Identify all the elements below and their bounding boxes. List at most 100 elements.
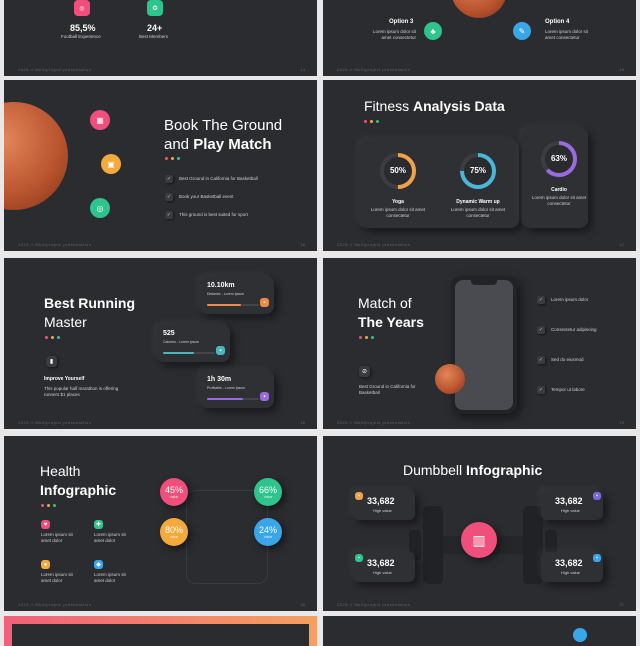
title-bold: The Years	[358, 314, 424, 330]
option-desc: Lorem ipsum dolor sit amet consectetur	[372, 29, 416, 40]
ticket-icon: ▣	[101, 154, 121, 174]
value-bubble: 24% Value	[254, 518, 282, 546]
bubble-value: 80%	[164, 525, 183, 535]
slide-title: Match of The Years	[358, 294, 424, 332]
slide-title: Fitness Analysis Data	[364, 98, 505, 114]
gym-icon: ▥	[461, 522, 497, 558]
phone-notch	[471, 280, 497, 285]
stat-label: High value	[373, 570, 392, 575]
stat-icon: ▪	[593, 492, 601, 500]
ring-label: Dynamic Warm up	[456, 199, 500, 205]
check-icon: ✓	[537, 356, 545, 364]
accent-dots	[45, 336, 60, 339]
heart-icon: ♥	[41, 520, 50, 529]
ball-icon: ◎	[90, 198, 110, 218]
ban-icon: ⊘	[359, 366, 370, 377]
stat-value: 33,682	[555, 496, 583, 506]
stat-value: 33,682	[367, 558, 395, 568]
slide-title: Dumbbell Infographic	[403, 462, 542, 478]
title-bold: Infographic	[466, 462, 543, 478]
list-item: Lorem ipsum sit amet dolor	[94, 572, 126, 583]
title-bold: Play Match	[193, 136, 272, 153]
progress-ring	[460, 153, 496, 189]
shoe-icon: ▮	[46, 356, 57, 367]
slide-footer: 2023 // Multiproject presentation	[337, 242, 411, 247]
slide-footer: 2023 // Multiproject presentation	[18, 242, 92, 247]
slide-footer: 2023 // Multiproject presentation	[18, 420, 92, 425]
run-progress-fill	[207, 304, 241, 306]
ring-fill	[380, 153, 416, 189]
check-icon: ✓	[537, 296, 545, 304]
accent-dots	[41, 504, 56, 507]
value-bubble: 80% Value	[160, 518, 188, 546]
stat-label: Football Experience	[61, 34, 101, 39]
run-stat-icon: ▪	[260, 392, 269, 401]
list-item: Tempor ut labore	[551, 387, 585, 392]
title-bold: Best Running	[44, 295, 135, 311]
bubble-value: 66%	[258, 485, 277, 495]
check-icon: ✓	[165, 211, 173, 219]
run-stat-card: 525 Calories - Lorem ipsum ▪	[156, 324, 230, 362]
stat-icon: ▪	[593, 554, 601, 562]
dumbbell-stat-card: ▪ 33,682 High value	[353, 552, 415, 582]
value-bubble: 66% Value	[254, 478, 282, 506]
slide-title: Best Running Master	[44, 294, 135, 332]
check-icon: ✓	[165, 175, 173, 183]
page-number: 17	[619, 242, 624, 247]
circle-icon	[573, 628, 587, 642]
page-number: 16	[300, 242, 305, 247]
ring-label: Cardio	[551, 187, 567, 193]
bubble-label: Value	[263, 495, 273, 499]
drop-icon: ◆	[94, 560, 103, 569]
run-stat-label: Profitable - Lorem ipsum	[207, 386, 246, 390]
basketball-image	[4, 102, 68, 210]
page-number: 20	[300, 602, 305, 607]
slide-football-stats: ◎ 85,5% Football Experience ✪ 24+ Best M…	[4, 0, 317, 76]
phone-screen	[455, 280, 513, 410]
title-light: Health	[40, 463, 81, 479]
ring-label: Yoga	[392, 199, 404, 205]
slide-footer: 2023 // Multiproject presentation	[18, 602, 92, 607]
slide-partial-bottom-right	[323, 616, 636, 646]
pulse-icon: ✚	[94, 520, 103, 529]
run-progress-fill	[163, 352, 195, 354]
run-stat-icon: ▪	[260, 298, 269, 307]
accent-dots	[359, 336, 374, 339]
stat-label: High value	[561, 508, 580, 513]
list-item: Lorem ipsum sit amet dolor	[94, 532, 126, 543]
run-progress-bar	[207, 398, 259, 400]
page-number: 21	[619, 602, 624, 607]
slide-options: Option 3 Lorem ipsum dolor sit amet cons…	[323, 0, 636, 76]
slide-title: Book The Ground and Play Match	[164, 116, 282, 154]
ring-fill	[460, 153, 496, 189]
stat-value: 33,682	[555, 558, 583, 568]
option-title: Option 3	[389, 19, 414, 25]
accent-dots	[364, 120, 379, 123]
option-desc: Lorem ipsum dolor sit amet consectetur	[545, 29, 589, 40]
run-stat-value: 10.10km	[207, 282, 235, 289]
basketball-icon: ◎	[74, 0, 90, 16]
ring-desc: Lorem ipsum dolor sit amet consectetur	[531, 195, 587, 206]
stat-icon: ▪	[355, 492, 363, 500]
bubble-label: Value	[169, 535, 179, 539]
apple-icon: ●	[41, 560, 50, 569]
page-number: 14	[300, 67, 305, 72]
dumbbell-stat-card: ▪ 33,682 High value	[541, 490, 603, 520]
slide-footer: 2023 // Multiproject presentation	[337, 67, 411, 72]
title-light: Dumbbell	[403, 462, 467, 478]
list-item: Sed do eiusmod	[551, 357, 584, 362]
slide-footer: 2023 // Multiproject presentation	[337, 602, 411, 607]
stat-value: 24+	[147, 23, 163, 33]
slide-running-master: Best Running Master ▮ Improve Yourself T…	[4, 258, 317, 429]
dumbbell-stat-card: ▪ 33,682 High value	[353, 490, 415, 520]
ring-desc: Lorem ipsum dolor sit amet consectetur	[370, 207, 426, 218]
bubble-value: 24%	[258, 525, 277, 535]
progress-ring	[380, 153, 416, 189]
run-stat-label: Calories - Lorem ipsum	[163, 340, 200, 344]
list-item: Lorem ipsum sit amet dolor	[41, 532, 73, 543]
check-icon: ✓	[537, 386, 545, 394]
list-item: This ground is best suited for sport	[179, 212, 249, 217]
ring-fill	[541, 141, 577, 177]
title-bold: Infographic	[40, 482, 117, 498]
sub-title: Improve Yourself	[44, 376, 85, 382]
